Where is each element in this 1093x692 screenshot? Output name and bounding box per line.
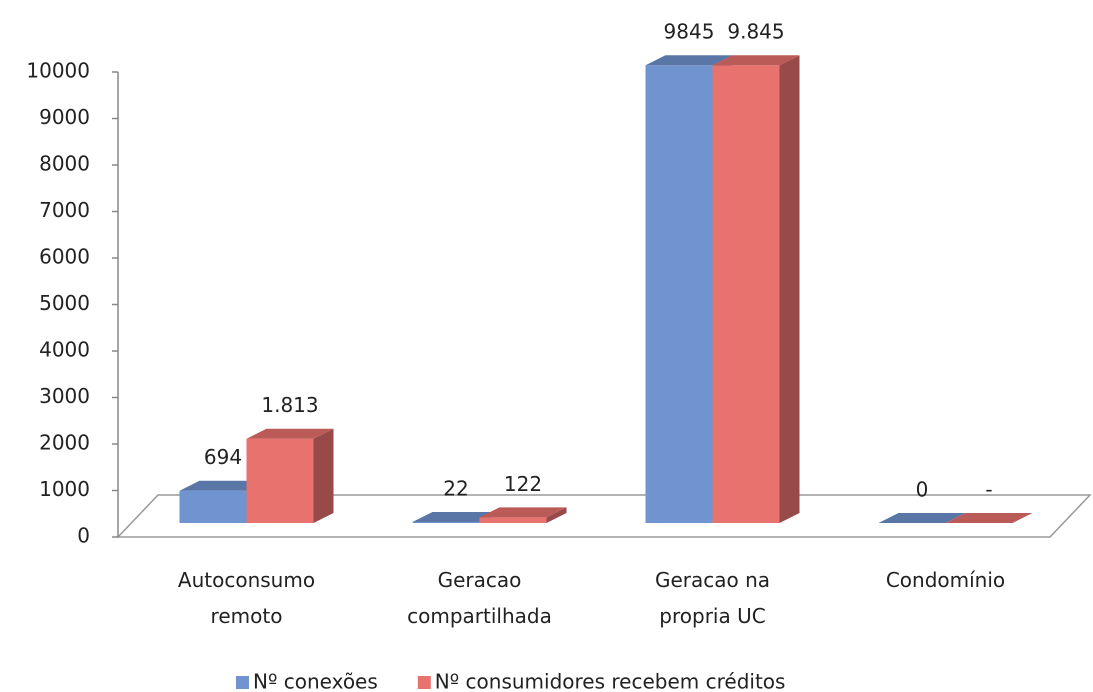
bar-face xyxy=(645,55,733,66)
x-tick-label: Condomínio xyxy=(885,568,1006,592)
x-tick-label: Autoconsumo remoto xyxy=(177,568,316,628)
bar-face xyxy=(878,513,966,523)
y-tick-label: 3000 xyxy=(39,384,90,408)
legend-swatch xyxy=(417,676,431,689)
y-tick-label: 1000 xyxy=(39,477,90,501)
data-label: 122 xyxy=(504,472,542,496)
floor xyxy=(116,494,1092,538)
data-label: 22 xyxy=(443,476,468,500)
bar-face xyxy=(179,480,267,491)
bar-face xyxy=(779,55,800,524)
y-tick-label: 7000 xyxy=(39,198,90,222)
y-tick-label: 8000 xyxy=(39,152,90,176)
bar-face xyxy=(945,513,1033,523)
bar-face xyxy=(546,507,567,523)
legend-label: Nº conexões xyxy=(253,670,378,692)
bar-face xyxy=(479,517,547,523)
x-tick-label: Geracao compartilhada xyxy=(407,568,552,628)
y-tick-label: 9000 xyxy=(39,105,90,129)
bar-face xyxy=(313,428,334,523)
y-tick-label: 10000 xyxy=(26,59,90,83)
data-label: - xyxy=(985,478,992,502)
bar-face xyxy=(645,65,713,524)
legend-label: Nº consumidores recebem créditos xyxy=(435,670,786,692)
bar xyxy=(945,513,1033,523)
bar xyxy=(479,507,567,523)
bar xyxy=(712,55,800,524)
bar-face xyxy=(179,490,247,523)
y-tick-label: 0 xyxy=(77,524,90,548)
legend-swatch xyxy=(236,676,249,689)
y-tick-label: 6000 xyxy=(39,245,90,269)
bar xyxy=(878,513,966,523)
bar-face xyxy=(412,521,480,523)
data-label: 0 xyxy=(916,478,929,502)
bar-face xyxy=(246,438,314,523)
y-tick-label: 4000 xyxy=(39,338,90,362)
data-label: 9.845 xyxy=(727,20,784,44)
y-tick-label: 2000 xyxy=(39,431,90,455)
bar-face xyxy=(246,428,334,439)
data-label: 9845 xyxy=(664,20,715,44)
bar-face xyxy=(712,65,780,524)
y-tick-label: 5000 xyxy=(39,291,90,315)
bar-face xyxy=(712,55,800,66)
data-label: 1.813 xyxy=(261,393,318,417)
data-label: 694 xyxy=(204,445,242,469)
bar xyxy=(246,428,334,523)
bar-face xyxy=(479,507,567,518)
bar-face xyxy=(412,511,500,522)
x-tick-label: Geracao na propria UC xyxy=(654,568,771,628)
